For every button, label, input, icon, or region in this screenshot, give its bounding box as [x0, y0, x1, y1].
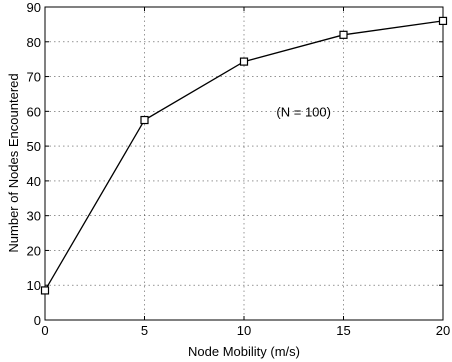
annotations: (N = 100) [276, 104, 331, 119]
y-tick-label: 40 [27, 174, 41, 189]
y-tick-label: 50 [27, 139, 41, 154]
data-point-marker [339, 30, 348, 39]
y-tick-label: 60 [27, 104, 41, 119]
x-axis-label: Node Mobility (m/s) [188, 344, 300, 359]
y-tick-label: 10 [27, 278, 41, 293]
data-point-marker [40, 286, 50, 295]
grid [45, 7, 443, 320]
x-tick-label: 15 [336, 323, 350, 338]
data-point-marker [239, 57, 249, 66]
series [40, 16, 448, 295]
x-tick-label: 10 [237, 323, 251, 338]
y-tick-label: 0 [34, 313, 41, 328]
y-tick-label: 20 [27, 243, 41, 258]
y-tick-label: 30 [27, 209, 41, 224]
axis-ticks [44, 6, 444, 321]
y-tick-label: 70 [27, 70, 41, 85]
tick-labels: 0 5 10 15 20 0 10 20 30 40 50 60 70 80 90 [27, 0, 451, 338]
y-tick-label: 90 [27, 0, 41, 15]
y-tick-label: 80 [27, 35, 41, 50]
annotation-label: (N = 100) [276, 104, 331, 119]
x-tick-label: 0 [41, 323, 48, 338]
x-tick-label: 5 [141, 323, 148, 338]
data-point-marker [140, 115, 149, 125]
y-axis-label: Number of Nodes Encountered [6, 73, 21, 252]
x-tick-label: 20 [436, 323, 450, 338]
data-point-marker [438, 16, 448, 26]
